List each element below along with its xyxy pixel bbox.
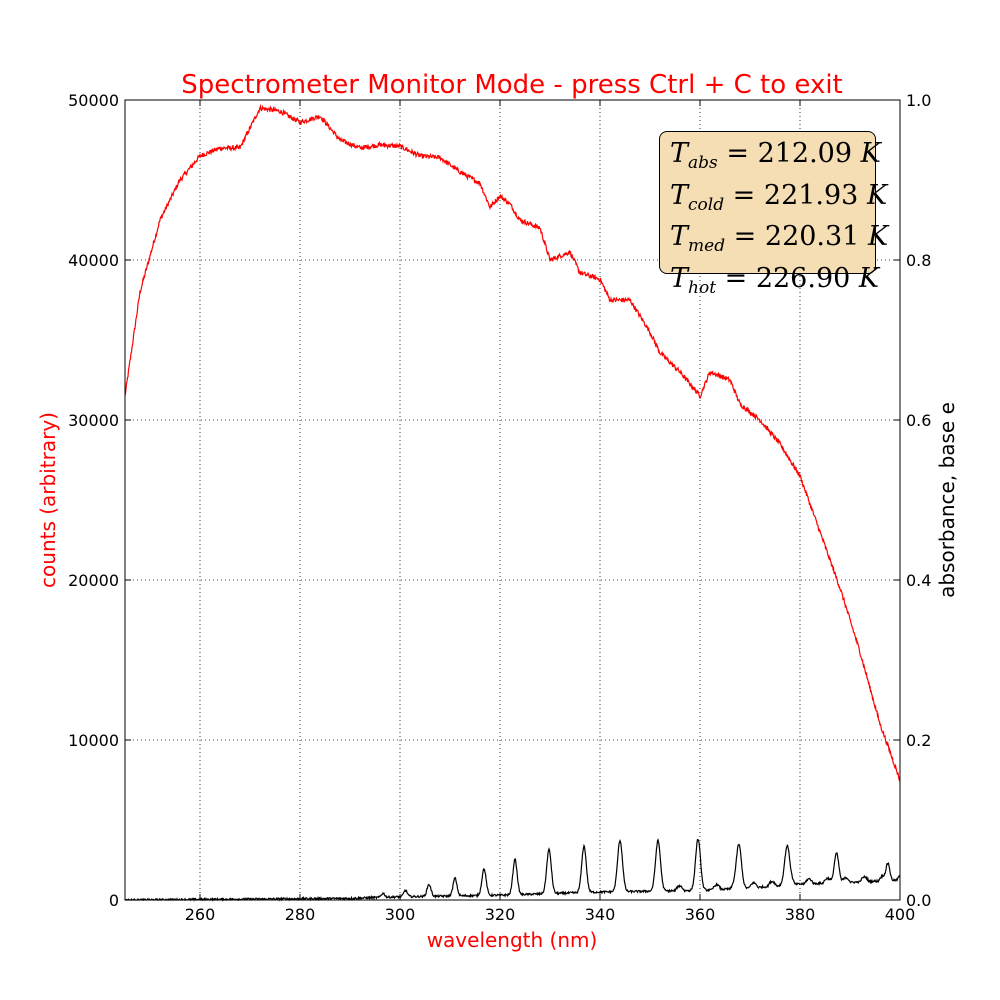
- grid: [125, 100, 900, 900]
- plot-frame: [124, 99, 901, 901]
- x-tick-label: 360: [685, 905, 716, 924]
- y-left-tick-label: 10000: [68, 731, 119, 750]
- x-axis-label: wavelength (nm): [427, 928, 598, 952]
- y-left-tick-label: 30000: [68, 411, 119, 430]
- legend-row-cold: Tcold = 221.93 K: [670, 179, 888, 215]
- y-axis-label-left: counts (arbitrary): [36, 412, 60, 588]
- x-tick-label: 400: [885, 905, 916, 924]
- x-tick-label: 260: [185, 905, 216, 924]
- y-right-tick-label: 0.0: [906, 891, 931, 910]
- temperature-legend: Tabs = 212.09 K Tcold = 221.93 K Tmed = …: [659, 131, 889, 298]
- series-layer: [124, 103, 901, 902]
- legend-row-med: Tmed = 220.31 K: [670, 221, 889, 256]
- y-right-tick-label: 0.2: [906, 731, 931, 750]
- y-left-tick-label: 0: [109, 891, 119, 910]
- legend-row-abs: Tabs = 212.09 K: [670, 138, 881, 173]
- chart-title: Spectrometer Monitor Mode - press Ctrl +…: [181, 70, 843, 100]
- x-tick-label: 300: [385, 905, 416, 924]
- y-right-tick-label: 0.8: [906, 251, 931, 270]
- counts-series-line: [124, 103, 901, 782]
- y-left-tick-label: 20000: [68, 571, 119, 590]
- y-right-tick-label: 0.4: [906, 571, 931, 590]
- absorbance-series-line: [124, 838, 901, 902]
- y-axis-label-right: absorbance, base e: [935, 402, 959, 598]
- x-tick-label: 320: [485, 905, 516, 924]
- y-left-tick-label: 50000: [68, 91, 119, 110]
- x-tick-label: 380: [785, 905, 816, 924]
- x-tick-label: 280: [285, 905, 316, 924]
- y-right-tick-label: 0.6: [906, 411, 931, 430]
- x-tick-label: 340: [585, 905, 616, 924]
- legend-row-hot: Thot = 226.90 K: [670, 262, 880, 298]
- y-right-tick-label: 1.0: [906, 91, 931, 110]
- ticks: 260 280 300 320 340 360 380 400 0 10000 20000 30000…: [68, 91, 931, 924]
- y-left-tick-label: 40000: [68, 251, 119, 270]
